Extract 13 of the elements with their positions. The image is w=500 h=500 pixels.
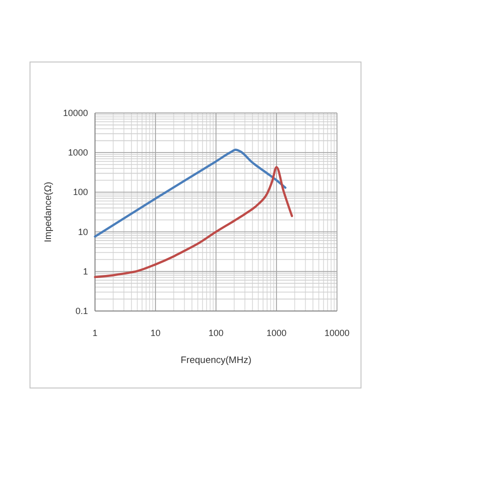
y-tick-label: 1 [82,266,88,276]
x-tick-label: 1000 [266,328,287,338]
y-axis-title: Impedance(Ω) [43,182,54,242]
y-tick-label: 1000 [68,148,88,158]
x-tick-label: 10000 [324,328,350,338]
y-tick-label: 10000 [62,108,88,118]
x-tick-label: 1 [92,328,98,338]
y-tick-label: 100 [72,187,88,198]
x-axis-title: Frequency(MHz) [180,355,252,366]
x-tick-label: 100 [208,328,224,338]
y-tick-label: 0.1 [75,306,88,316]
y-tick-label: 10 [78,226,88,237]
x-tick-label: 10 [150,328,161,338]
